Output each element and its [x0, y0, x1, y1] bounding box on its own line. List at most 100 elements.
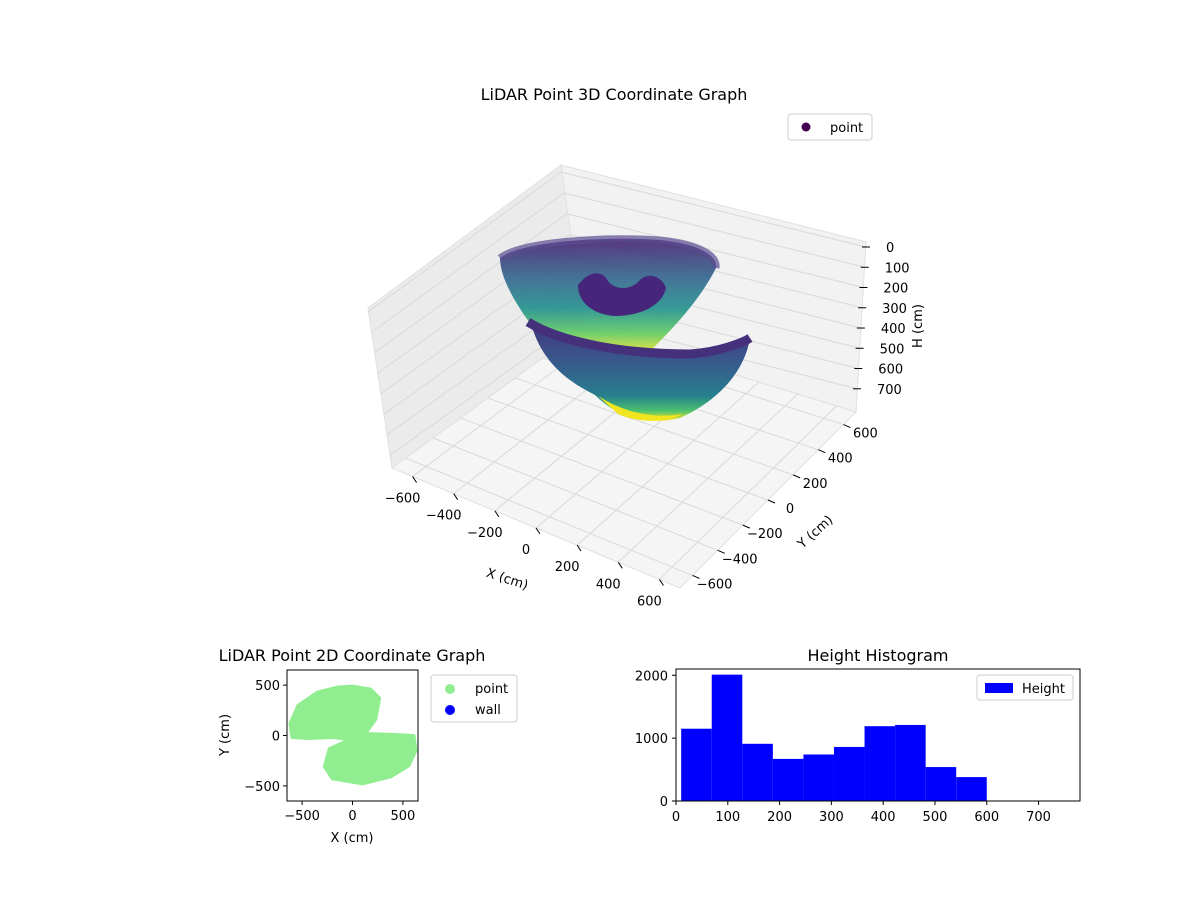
2d-plot-area: −500 0 500 −500 0 500: [244, 669, 419, 824]
x-tick-label: 0: [522, 543, 530, 558]
grid-line: [432, 437, 718, 551]
2d-legend-marker-wall: [445, 705, 455, 715]
histogram-bar: [925, 767, 957, 801]
3d-legend-marker: [801, 122, 811, 132]
histogram-bar: [681, 728, 712, 801]
y-tick-mark: [792, 474, 801, 479]
x-tick-mark: [576, 544, 582, 552]
histogram-bar: [864, 726, 896, 801]
3d-z-axis-label: H (cm): [911, 304, 926, 348]
histogram-x-tick-label: 500: [923, 810, 948, 825]
x-tick-mark: [494, 510, 500, 518]
histogram-x-tick-label: 600: [974, 810, 999, 825]
histogram-bar: [833, 746, 865, 801]
histogram-x-tick-label: 200: [767, 810, 792, 825]
x-tick-mark: [412, 476, 417, 483]
grid-line: [515, 377, 794, 476]
2d-y-tick-label: 500: [255, 679, 280, 694]
grid-line: [405, 457, 693, 576]
histogram-x-tick-label: 400: [871, 810, 896, 825]
grid-line: [376, 234, 863, 374]
3d-point-cloud: [497, 235, 753, 421]
x-tick-label: −400: [426, 509, 462, 524]
histogram-bar: [742, 743, 773, 801]
y-tick-label: 600: [853, 427, 878, 442]
x-tick-mark: [535, 527, 541, 535]
x-tick-mark: [659, 579, 664, 586]
3d-x-axis-label: X (cm): [484, 566, 530, 594]
x-tick-mark: [617, 562, 623, 569]
x-tick-label: 600: [637, 594, 662, 609]
y-tick-label: −600: [697, 577, 733, 592]
3d-bowl-bottom: [598, 396, 682, 421]
histogram-y-tick-label: 0: [660, 795, 668, 810]
chart-2d-title: LiDAR Point 2D Coordinate Graph: [219, 646, 486, 665]
histogram-legend-label: Height: [1022, 682, 1065, 697]
x-tick-label: 400: [596, 577, 621, 592]
z-tick-label: 700: [877, 383, 902, 398]
z-tick-label: 300: [882, 302, 907, 317]
y-tick-label: 400: [828, 452, 853, 467]
2d-x-tick-label: 0: [348, 809, 356, 824]
2d-legend-marker-point: [445, 684, 455, 694]
y-tick-mark: [692, 574, 700, 579]
y-tick-mark: [843, 424, 851, 429]
z-tick-label: 500: [880, 342, 905, 357]
histogram-bar: [772, 758, 804, 801]
3d-back-bowl-rim: [497, 235, 720, 269]
histogram-title: Height Histogram: [808, 646, 949, 665]
y-tick-label: 200: [803, 477, 828, 492]
z-tick-label: 200: [883, 282, 908, 297]
2d-x-axis-label: X (cm): [331, 831, 374, 846]
x-tick-label: 200: [555, 560, 580, 575]
z-tick-label: 600: [878, 363, 903, 378]
2d-y-tick-label: 0: [272, 730, 280, 745]
grid-line: [370, 192, 865, 333]
histogram-legend: Height: [976, 674, 1074, 701]
y-tick-label: −200: [747, 527, 783, 542]
grid-line: [460, 417, 744, 526]
2d-y-axis-label: Y (cm): [218, 714, 233, 757]
2d-x-tick-label: 500: [390, 809, 415, 824]
histogram-bar: [956, 777, 987, 801]
y-tick-mark: [717, 549, 725, 554]
histogram-frame: [675, 668, 1081, 802]
grid-line: [487, 397, 769, 501]
3d-front-bowl-rim: [525, 318, 753, 359]
histogram-bar: [711, 674, 743, 801]
2d-series-point: [288, 684, 418, 786]
y-tick-label: 0: [786, 502, 794, 517]
3d-y-axis-label: Y (cm): [794, 513, 836, 553]
x-tick-mark: [453, 493, 459, 500]
histogram-x-tick-label: 0: [672, 810, 680, 825]
2d-legend-label-point: point: [475, 682, 508, 697]
z-tick-label: 400: [881, 322, 906, 337]
3d-floor-pane: [390, 327, 857, 589]
histogram-x-tick-label: 700: [1026, 810, 1051, 825]
3d-legend-label: point: [830, 121, 863, 136]
histogram-y-tick-label: 2000: [635, 669, 668, 684]
x-tick-label: −200: [467, 526, 503, 541]
2d-legend: point wall: [430, 674, 518, 723]
grid-line: [373, 213, 864, 354]
2d-legend-label-wall: wall: [475, 703, 501, 718]
y-tick-label: −400: [722, 552, 758, 567]
2d-x-tick-label: −500: [284, 809, 320, 824]
histogram-bar: [803, 754, 834, 801]
z-tick-label: 0: [886, 241, 894, 256]
lidar-2d-chart: LiDAR Point 2D Coordinate Graph −500 0 500…: [218, 646, 518, 846]
x-tick-label: −600: [385, 492, 421, 507]
2d-y-tick-label: −500: [244, 780, 280, 795]
histogram-y-tick-label: 1000: [635, 732, 668, 747]
z-tick-label: 100: [885, 261, 910, 276]
lidar-3d-chart: LiDAR Point 3D Coordinate Graph X (cm) Y…: [367, 85, 926, 609]
height-histogram: Height Histogram 0 100 200 300 400 500 600 700 0…: [635, 646, 1081, 825]
3d-legend: point: [787, 113, 873, 141]
histogram-x-tick-label: 300: [819, 810, 844, 825]
3d-axis-ticks: −600−400−2000200400600−600−400−200020040…: [385, 241, 910, 609]
3d-inner-arc: [578, 273, 666, 316]
y-tick-mark: [818, 449, 826, 454]
y-tick-mark: [742, 524, 751, 529]
y-tick-mark: [767, 499, 776, 504]
